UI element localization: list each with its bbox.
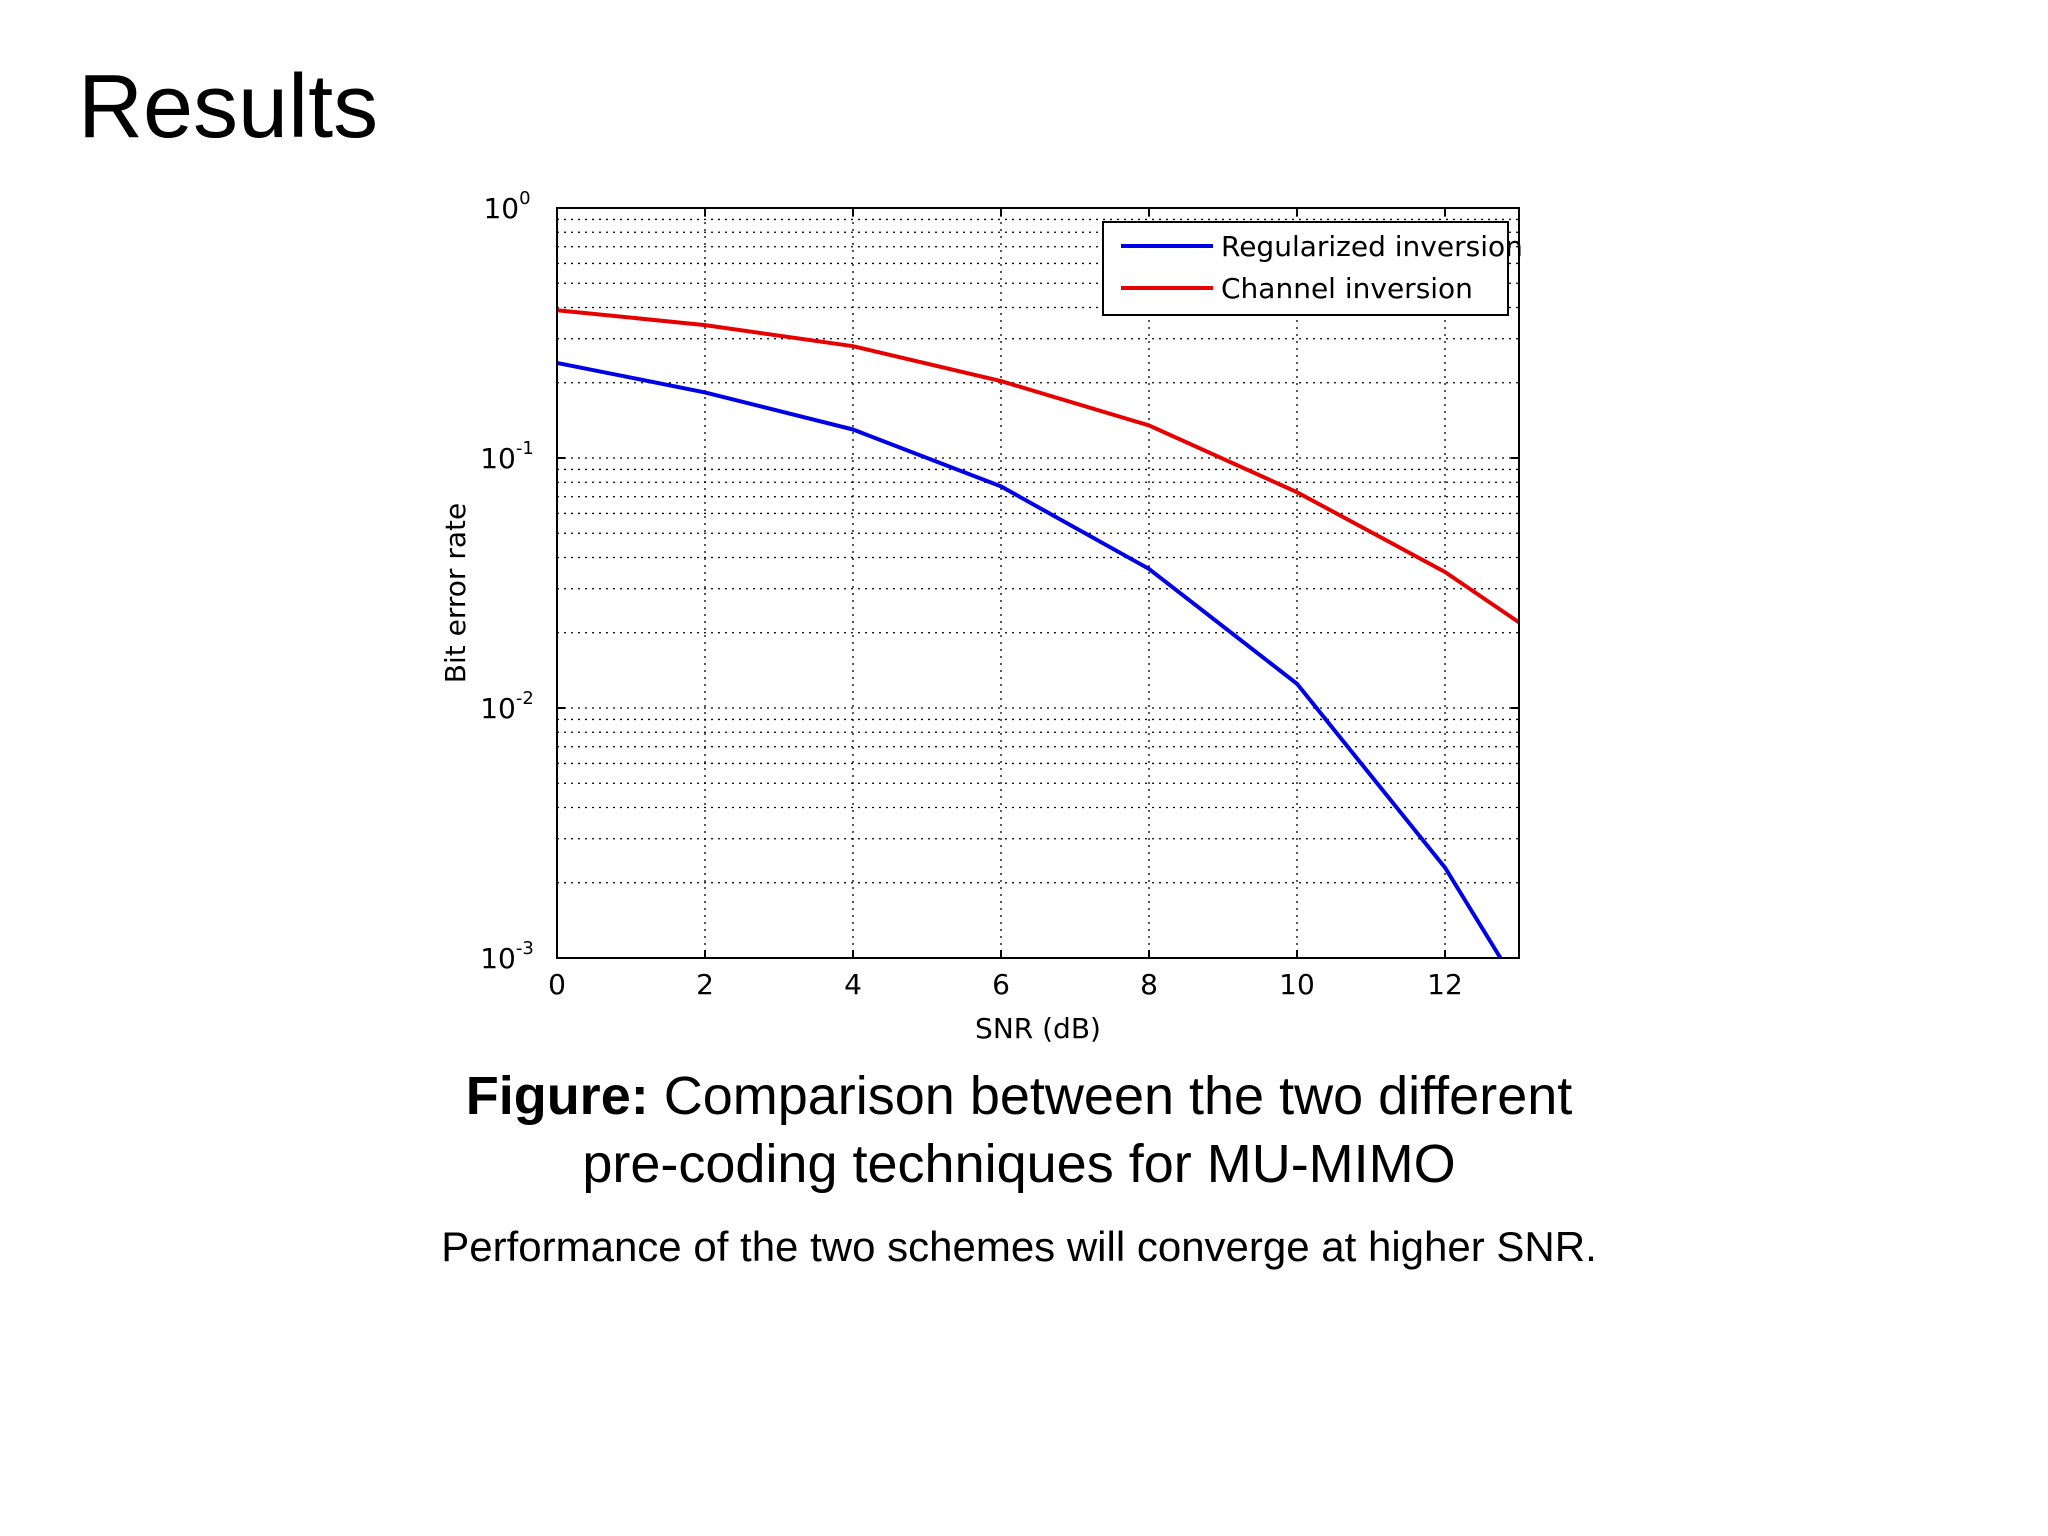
x-tick-label: 8 [1140,968,1158,1001]
y-tick-label: 100 [483,188,530,225]
chart-grid [557,208,1519,958]
y-tick-label: 10-1 [480,438,534,475]
y-tick-base: 10 [480,442,516,475]
chart-series [556,308,1521,960]
x-axis-label: SNR (dB) [975,1012,1101,1045]
y-axis-label: Bit error rate [439,503,472,683]
y-tick-exponent: 0 [519,188,530,209]
note-text: Performance of the two schemes will conv… [441,1223,1597,1270]
y-tick-base: 10 [480,942,516,975]
y-tick-exponent: -3 [516,938,534,959]
caption-bold: Figure: [465,1066,649,1126]
x-tick-label: 2 [696,968,714,1001]
legend-label: Regularized inversion [1221,230,1523,263]
x-tick-label: 4 [844,968,862,1001]
y-tick-base: 10 [480,692,516,725]
y-tick-exponent: -2 [516,688,534,709]
series-line-regularized-inversion [556,360,1503,960]
x-tick-label: 12 [1427,968,1463,1001]
y-tick-base: 10 [483,192,519,225]
legend-label: Channel inversion [1221,272,1473,305]
plot-frame [556,207,1520,959]
x-tick-label: 0 [548,968,566,1001]
x-tick-label: 10 [1279,968,1315,1001]
y-tick-exponent: -1 [516,438,534,459]
chart-legend: Regularized inversion Channel inversion [1102,221,1523,316]
y-tick-label: 10-3 [480,938,534,975]
legend-box [1102,221,1509,316]
x-tick-label: 6 [992,968,1010,1001]
slide-title: Results [78,57,379,157]
caption-text: Comparison between the two different pre… [582,1066,1573,1194]
figure-caption: Figure: Comparison between the two diffe… [424,1062,1614,1198]
y-tick-label: 10-2 [480,688,534,725]
series-line-channel-inversion [556,308,1521,625]
